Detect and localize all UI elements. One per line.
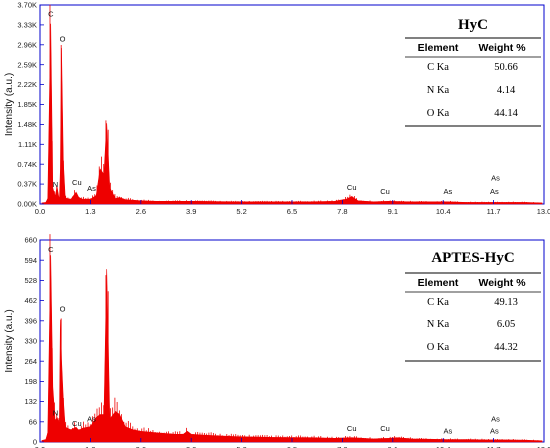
peak-label: As [491, 173, 500, 182]
peak-label: N [53, 180, 58, 189]
x-tick-label: 2.6 [136, 207, 146, 216]
peak-label: C [48, 245, 54, 254]
peak-label: As [443, 187, 452, 196]
y-tick-label: 66 [29, 417, 37, 426]
table-cell: C Ka [427, 297, 449, 308]
x-tick-label: 10.4 [436, 207, 451, 216]
table-title: HyC [458, 17, 488, 33]
table-cell: N Ka [427, 85, 450, 96]
spectrum-noise [47, 234, 539, 442]
peak-label: O [60, 304, 66, 313]
table-cell: 44.14 [494, 108, 518, 119]
y-tick-label: 2.96K [17, 40, 37, 49]
y-tick-label: 1.85K [17, 100, 37, 109]
table-cell: 50.66 [494, 62, 518, 73]
y-tick-label: 528 [24, 276, 37, 285]
x-tick-label: 11.7 [487, 207, 501, 216]
peak-label: C [48, 9, 54, 18]
y-tick-label: 132 [24, 397, 37, 406]
table-background [405, 243, 541, 361]
table-cell: O Ka [427, 342, 450, 353]
peak-label: Cu [72, 178, 82, 187]
x-tick-label: 13.0 [537, 445, 550, 448]
peak-label: As [87, 184, 96, 193]
x-tick-label: 6.5 [287, 207, 297, 216]
peak-label: As [490, 187, 499, 196]
y-tick-label: 0 [33, 438, 37, 447]
y-tick-label: 198 [24, 377, 37, 386]
x-tick-label: 0.0 [35, 207, 45, 216]
y-tick-label: 462 [24, 296, 37, 305]
y-axis-label: Intensity (a.u.) [4, 73, 15, 136]
peak-label: O [60, 35, 66, 44]
y-tick-label: 3.33K [17, 21, 37, 30]
table-cell: 4.14 [497, 85, 516, 96]
table-header-cell: Element [418, 277, 459, 289]
y-tick-label: 2.59K [17, 60, 37, 69]
x-tick-label: 13.0 [537, 207, 550, 216]
table-cell: 6.05 [497, 319, 515, 330]
x-tick-label: 10.4 [436, 445, 451, 448]
composition-table: APTES-HyC Element Weight % C Ka 49.13 N Ka 6.0… [405, 243, 541, 362]
peak-label: Cu [347, 183, 357, 192]
x-tick-label: 2.6 [136, 445, 146, 448]
x-tick-label: 6.5 [287, 445, 297, 448]
x-tick-label: 5.2 [236, 207, 246, 216]
peak-label: Cu [347, 424, 357, 433]
x-tick-label: 3.9 [186, 445, 196, 448]
table-header-cell: Element [418, 42, 459, 54]
x-tick-label: 1.3 [85, 445, 95, 448]
peak-label: As [490, 426, 499, 435]
table-header-cell: Weight % [478, 277, 526, 289]
y-tick-label: 2.22K [17, 80, 37, 89]
x-tick-label: 5.2 [236, 445, 246, 448]
y-tick-label: 264 [24, 357, 37, 366]
x-tick-label: 11.7 [487, 445, 501, 448]
y-tick-label: 594 [24, 256, 37, 265]
x-tick-label: 7.8 [337, 207, 347, 216]
spectrum-panel: 0.00K 0.37K 0.74K 1.11K 1.48K 1.85K 2.22K 2.59K… [4, 1, 550, 216]
table-title: APTES-HyC [431, 250, 514, 266]
peak-label: As [87, 415, 96, 424]
y-axis-label: Intensity (a.u.) [4, 309, 15, 372]
peak-label: As [443, 426, 452, 435]
peak-label: Cu [72, 419, 82, 428]
x-tick-label: 0.0 [35, 445, 45, 448]
table-background [405, 8, 541, 126]
peak-label: Cu [380, 424, 390, 433]
y-tick-label: 1.48K [17, 120, 37, 129]
table-cell: N Ka [427, 319, 450, 330]
spectrum-panel: 0 66 132 198 264 330 396 462 528 594 660 0.0 1.3 2.6 3… [4, 234, 550, 448]
peak-label: N [53, 409, 58, 418]
x-tick-label: 1.3 [85, 207, 95, 216]
spectrum-noise [47, 4, 539, 204]
y-tick-label: 3.70K [17, 1, 37, 10]
x-tick-label: 3.9 [186, 207, 196, 216]
y-tick-label: 660 [24, 236, 37, 245]
y-tick-label: 330 [24, 337, 37, 346]
y-tick-label: 0.74K [17, 160, 37, 169]
y-tick-label: 0.00K [17, 200, 37, 209]
table-cell: 44.32 [494, 342, 518, 353]
y-tick-label: 0.37K [17, 180, 37, 189]
table-cell: 49.13 [494, 297, 518, 308]
peak-label: Cu [380, 187, 390, 196]
y-tick-label: 1.11K [18, 140, 37, 149]
table-cell: C Ka [427, 62, 449, 73]
table-cell: O Ka [427, 108, 450, 119]
y-tick-label: 396 [24, 316, 37, 325]
table-header-cell: Weight % [478, 42, 526, 54]
composition-table: HyC Element Weight % C Ka 50.66 N Ka 4.14 O Ka 4… [405, 8, 541, 127]
x-tick-label: 9.1 [388, 207, 398, 216]
x-tick-label: 7.8 [337, 445, 347, 448]
x-tick-label: 9.1 [388, 445, 398, 448]
peak-label: As [491, 415, 500, 424]
